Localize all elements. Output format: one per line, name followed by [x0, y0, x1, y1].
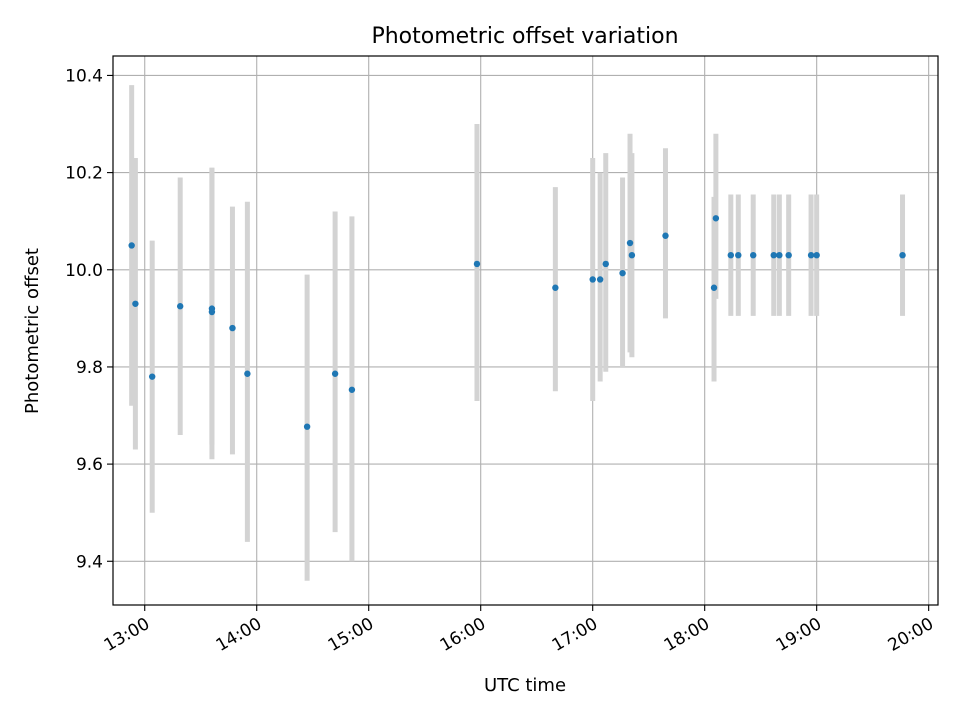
data-point: [628, 251, 636, 259]
y-tick-label: 9.4: [76, 552, 103, 572]
data-point: [128, 242, 135, 249]
data-point: [735, 251, 742, 259]
data-point: [348, 386, 356, 393]
data-point: [552, 284, 559, 291]
data-point: [602, 260, 609, 268]
chart-title: Photometric offset variation: [371, 24, 678, 49]
data-point: [229, 324, 236, 332]
data-point: [596, 276, 604, 283]
data-point: [331, 370, 339, 377]
y-tick-label: 9.8: [76, 358, 103, 378]
data-point: [303, 423, 311, 430]
data-point: [148, 373, 156, 380]
data-point: [710, 284, 718, 291]
data-point: [176, 303, 184, 310]
data-point: [750, 251, 757, 259]
y-tick-label: 9.6: [76, 455, 103, 475]
data-point: [208, 308, 216, 316]
data-point: [589, 276, 596, 283]
data-point: [662, 232, 669, 239]
x-axis-label: UTC time: [484, 675, 566, 696]
y-axis-label: Photometric offset: [22, 248, 43, 414]
data-point: [244, 370, 251, 377]
y-axis-ticks: 9.4 9.6 9.8 10.0 10.2 10.4: [65, 66, 113, 572]
y-tick-label: 10.2: [65, 164, 103, 184]
data-point: [813, 251, 820, 259]
y-tick-label: 10.0: [65, 261, 103, 281]
data-point: [785, 251, 792, 259]
data-point: [776, 251, 783, 259]
data-point: [473, 260, 481, 268]
plot-frame: [112, 55, 939, 606]
y-tick-label: 10.4: [65, 66, 103, 86]
data-points: [128, 215, 906, 430]
data-point: [770, 251, 777, 259]
data-point: [626, 239, 634, 247]
data-point: [132, 300, 139, 307]
data-point: [619, 269, 626, 277]
data-point: [712, 215, 720, 222]
data-point: [727, 251, 735, 259]
data-point: [899, 251, 906, 259]
data-point: [807, 251, 815, 259]
